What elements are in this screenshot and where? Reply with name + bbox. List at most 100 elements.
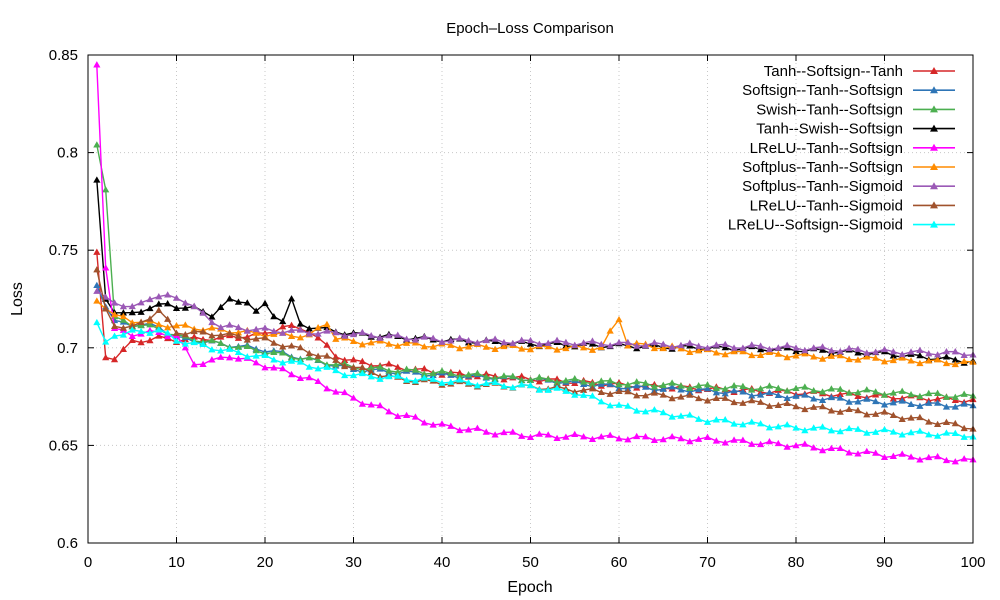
data-point xyxy=(526,340,535,347)
data-point xyxy=(305,325,313,332)
data-point xyxy=(668,379,676,386)
data-point xyxy=(518,336,526,343)
data-point xyxy=(765,345,774,353)
data-point xyxy=(102,353,110,361)
data-point xyxy=(668,432,676,440)
data-point xyxy=(314,352,322,359)
data-point xyxy=(757,345,765,353)
data-point xyxy=(155,293,163,300)
data-point xyxy=(854,392,862,400)
data-point xyxy=(93,248,101,255)
data-point xyxy=(385,331,393,339)
data-point xyxy=(110,355,119,363)
data-point xyxy=(606,390,614,397)
data-point xyxy=(712,389,720,396)
data-point xyxy=(261,329,269,336)
data-point xyxy=(119,312,127,320)
data-point xyxy=(739,344,747,351)
data-point xyxy=(677,345,685,352)
data-point xyxy=(217,323,225,331)
data-point xyxy=(712,437,720,444)
data-point xyxy=(296,374,304,382)
data-point xyxy=(774,344,782,351)
data-point xyxy=(358,400,366,407)
data-point xyxy=(898,431,906,438)
chart-title: Epoch–Loss Comparison xyxy=(446,20,614,37)
data-point xyxy=(181,330,189,338)
data-point xyxy=(190,302,198,309)
data-point xyxy=(164,329,172,336)
data-point xyxy=(615,401,623,408)
data-point xyxy=(801,383,809,390)
data-point xyxy=(889,348,897,355)
x-tick-label: 50 xyxy=(522,554,539,571)
data-point xyxy=(951,419,959,427)
legend-label: Softplus--Tanh--Softsign xyxy=(742,159,903,176)
data-point xyxy=(889,356,897,364)
data-point xyxy=(526,345,535,353)
data-point xyxy=(845,355,853,363)
data-point xyxy=(810,403,818,410)
data-point xyxy=(880,408,889,415)
data-point xyxy=(606,402,614,409)
data-point xyxy=(208,356,216,363)
data-point xyxy=(641,433,650,440)
data-point xyxy=(500,428,508,436)
data-point xyxy=(349,394,358,401)
data-point xyxy=(960,400,968,407)
data-point xyxy=(270,339,278,346)
data-point xyxy=(960,433,968,440)
data-point xyxy=(119,316,127,323)
data-point xyxy=(332,366,340,374)
data-point xyxy=(234,343,243,350)
data-point xyxy=(571,391,579,398)
legend-marker xyxy=(930,143,938,151)
data-point xyxy=(615,338,623,346)
data-point xyxy=(588,435,597,443)
data-point xyxy=(482,379,490,387)
data-point xyxy=(748,392,756,399)
data-point xyxy=(429,334,437,341)
data-point xyxy=(518,381,526,388)
data-point xyxy=(403,335,411,342)
data-point xyxy=(155,326,163,333)
data-point xyxy=(783,421,791,428)
data-point xyxy=(730,420,738,427)
data-point xyxy=(234,355,243,362)
data-point xyxy=(934,351,942,358)
data-point xyxy=(695,342,703,349)
data-point xyxy=(863,349,871,356)
data-point xyxy=(641,392,650,399)
data-point xyxy=(128,336,136,344)
data-point xyxy=(208,318,216,326)
data-point xyxy=(376,401,384,409)
data-point xyxy=(845,424,853,432)
data-point xyxy=(199,340,207,347)
data-point xyxy=(456,426,464,434)
data-point xyxy=(659,385,667,392)
data-point xyxy=(588,380,597,387)
data-point xyxy=(880,401,889,408)
data-point xyxy=(420,333,428,340)
data-point xyxy=(535,340,543,347)
data-point xyxy=(624,387,632,395)
data-point xyxy=(394,342,402,349)
data-point xyxy=(606,431,614,438)
data-point xyxy=(951,403,959,410)
data-point xyxy=(385,367,393,374)
data-point xyxy=(818,402,827,410)
data-point xyxy=(234,298,243,305)
data-point xyxy=(695,347,703,354)
data-point xyxy=(526,376,535,383)
data-point xyxy=(464,371,473,378)
data-point xyxy=(473,339,481,346)
legend-label: LReLU--Tanh--Softsign xyxy=(750,140,903,157)
data-point xyxy=(394,331,402,338)
data-point xyxy=(535,373,543,380)
data-point xyxy=(287,342,296,349)
series-line xyxy=(96,322,974,438)
data-point xyxy=(164,332,172,340)
data-point xyxy=(181,340,189,347)
data-point xyxy=(367,373,375,380)
legend-entry-softplus-tanh-softsign: Softplus--Tanh--Softsign xyxy=(742,159,955,176)
